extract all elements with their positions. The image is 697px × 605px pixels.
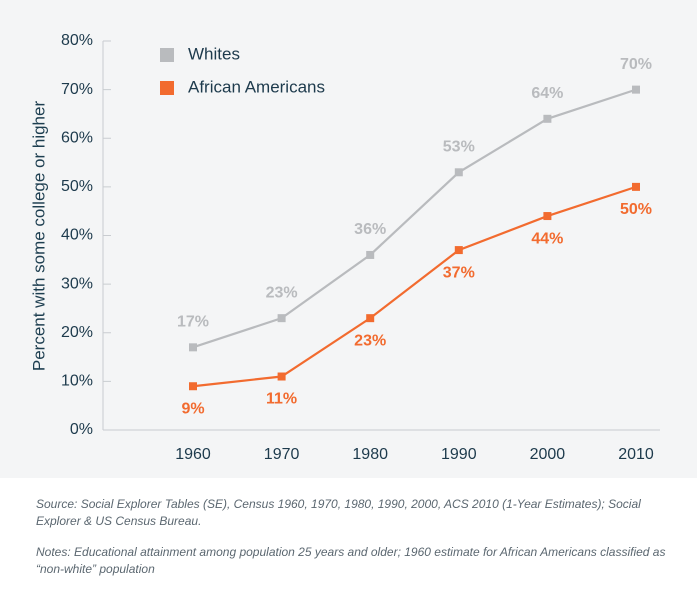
legend-swatch — [160, 81, 174, 95]
data-label: 70% — [620, 56, 652, 73]
notes: Notes: Educational attainment among popu… — [36, 545, 666, 576]
y-tick-label: 10% — [61, 373, 93, 390]
point-marker — [189, 343, 197, 352]
data-label: 64% — [531, 85, 563, 102]
data-label: 23% — [266, 284, 298, 301]
y-tick-label: 60% — [61, 129, 93, 146]
y-tick-label: 0% — [70, 421, 93, 438]
series-line — [192, 88, 637, 349]
point-marker — [543, 114, 552, 123]
chart-background — [0, 0, 697, 478]
x-tick-label: 2000 — [530, 446, 566, 463]
point-marker — [277, 372, 286, 381]
x-tick-label: 1980 — [352, 446, 388, 463]
point-marker — [632, 182, 640, 191]
point-marker — [543, 212, 552, 221]
y-axis-title: Percent with some college or higher — [29, 101, 48, 372]
y-tick-label: 50% — [61, 178, 93, 195]
point-marker — [632, 85, 640, 94]
data-label: 37% — [443, 264, 475, 281]
x-tick-label: 2010 — [618, 446, 654, 463]
data-label: 11% — [266, 391, 297, 408]
point-marker — [277, 314, 286, 323]
data-label: 44% — [531, 230, 563, 247]
series-line — [192, 185, 637, 388]
data-label: 9% — [181, 400, 204, 417]
y-tick-label: 30% — [61, 275, 93, 292]
chart: Percent with some college or higher 0% 10… — [0, 0, 697, 478]
y-tick-label: 20% — [61, 324, 93, 341]
data-label: 50% — [620, 201, 652, 218]
data-label: 17% — [177, 314, 209, 331]
data-label: 36% — [354, 221, 386, 238]
y-tick-label: 80% — [61, 32, 93, 49]
legend-label: African Americans — [188, 77, 325, 96]
x-tick-label: 1960 — [175, 446, 211, 463]
legend-swatch — [160, 48, 174, 62]
data-label: 53% — [443, 139, 475, 156]
point-marker — [454, 246, 463, 255]
y-tick-label: 70% — [61, 81, 93, 98]
source-note: Source: Social Explorer Tables (SE), Cen… — [36, 497, 641, 528]
x-tick-label: 1990 — [441, 446, 477, 463]
data-label: 23% — [354, 332, 386, 349]
point-marker — [366, 250, 375, 259]
x-tick-label: 1970 — [264, 446, 300, 463]
point-marker — [366, 314, 375, 323]
point-marker — [189, 382, 197, 391]
point-marker — [454, 168, 463, 177]
y-tick-label: 40% — [61, 227, 93, 244]
legend-label: Whites — [188, 44, 240, 63]
